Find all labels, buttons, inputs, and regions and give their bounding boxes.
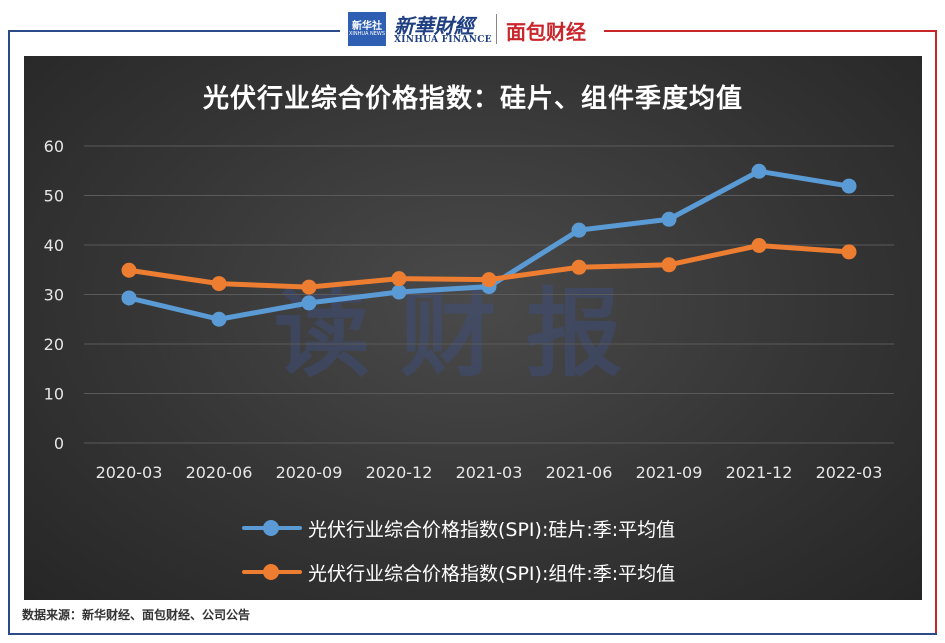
xinhua-finance-logo-cn: 新華財經 (394, 14, 474, 38)
mianbao-finance-logo: 面包财经 (506, 20, 586, 44)
y-tick-label-0: 0 (54, 434, 64, 453)
series-1-point-2021-12 (751, 237, 767, 253)
legend-swatch-module (242, 562, 302, 582)
legend-label-module: 光伏行业综合价格指数(SPI):组件:季:平均值 (308, 562, 676, 585)
chart-title: 光伏行业综合价格指数：硅片、组件季度均值 (202, 84, 743, 114)
x-tick-label-2022-03: 2022-03 (816, 463, 883, 482)
x-tick-label-2021-06: 2021-06 (546, 463, 613, 482)
chart-frame (8, 30, 937, 635)
xinhuashe-logo: 新华社 XINHUA NEWS (348, 12, 386, 46)
x-tick-label-2021-03: 2021-03 (456, 463, 523, 482)
series-1-point-2020-12 (391, 271, 407, 287)
x-tick-label-2020-03: 2020-03 (96, 463, 163, 482)
x-tick-label-2020-12: 2020-12 (366, 463, 433, 482)
y-tick-label-50: 50 (44, 187, 64, 206)
series-0-point-2020-09 (301, 295, 317, 311)
y-tick-label-20: 20 (44, 335, 64, 354)
y-tick-label-60: 60 (44, 137, 64, 156)
series-0-point-2020-03 (121, 290, 137, 306)
frame-top-right-line (604, 30, 937, 32)
series-1-point-2020-03 (121, 262, 137, 278)
series-1-point-2020-09 (301, 279, 317, 295)
line-chart: 0 10 20 30 40 50 60 2020-03 2020-06 2020-09 2020-1… (44, 137, 894, 482)
series-1-point-2022-03 (841, 244, 857, 260)
watermark: 读财报 (274, 278, 652, 390)
frame-top-left-line (8, 30, 340, 32)
series-0-point-2021-09 (661, 211, 677, 227)
series-0-point-2022-03 (841, 178, 857, 194)
legend-item-module: 光伏行业综合价格指数(SPI):组件:季:平均值 (242, 550, 842, 594)
xinhua-finance-logo-en: XINHUA FINANCE (394, 35, 492, 45)
series-0-point-2020-12 (391, 284, 407, 300)
chart-panel: 读财报 0 10 20 30 40 50 60 2020-03 2020-06 2020-09 20… (24, 56, 922, 600)
legend-swatch-silicon (242, 518, 302, 538)
series-1-point-2021-06 (571, 259, 587, 275)
x-tick-label-2021-12: 2021-12 (726, 463, 793, 482)
x-tick-label-2020-06: 2020-06 (186, 463, 253, 482)
source-note: 数据来源：新华财经、面包财经、公司公告 (22, 608, 251, 622)
brand-header: 新华社 XINHUA NEWS 新華財經 XINHUA FINANCE 面包财经 (348, 8, 598, 50)
x-tick-label-2021-09: 2021-09 (636, 463, 703, 482)
legend-label-silicon: 光伏行业综合价格指数(SPI):硅片:季:平均值 (308, 518, 676, 541)
y-tick-label-30: 30 (44, 286, 64, 305)
logo-separator (496, 14, 497, 44)
series-1-point-2020-06 (211, 276, 227, 292)
legend-item-silicon: 光伏行业综合价格指数(SPI):硅片:季:平均值 (242, 506, 842, 550)
y-tick-label-40: 40 (44, 236, 64, 255)
chart-legend: 光伏行业综合价格指数(SPI):硅片:季:平均值 光伏行业综合价格指数(SPI)… (242, 506, 842, 594)
x-tick-label-2020-09: 2020-09 (276, 463, 343, 482)
series-0-point-2020-06 (211, 311, 227, 327)
series-0-point-2021-06 (571, 222, 587, 238)
series-1-point-2021-03 (481, 272, 497, 288)
y-tick-label-10: 10 (44, 385, 64, 404)
series-1-point-2021-09 (661, 257, 677, 273)
series-0-point-2021-12 (751, 163, 767, 179)
frame-bottom-line (8, 633, 937, 635)
